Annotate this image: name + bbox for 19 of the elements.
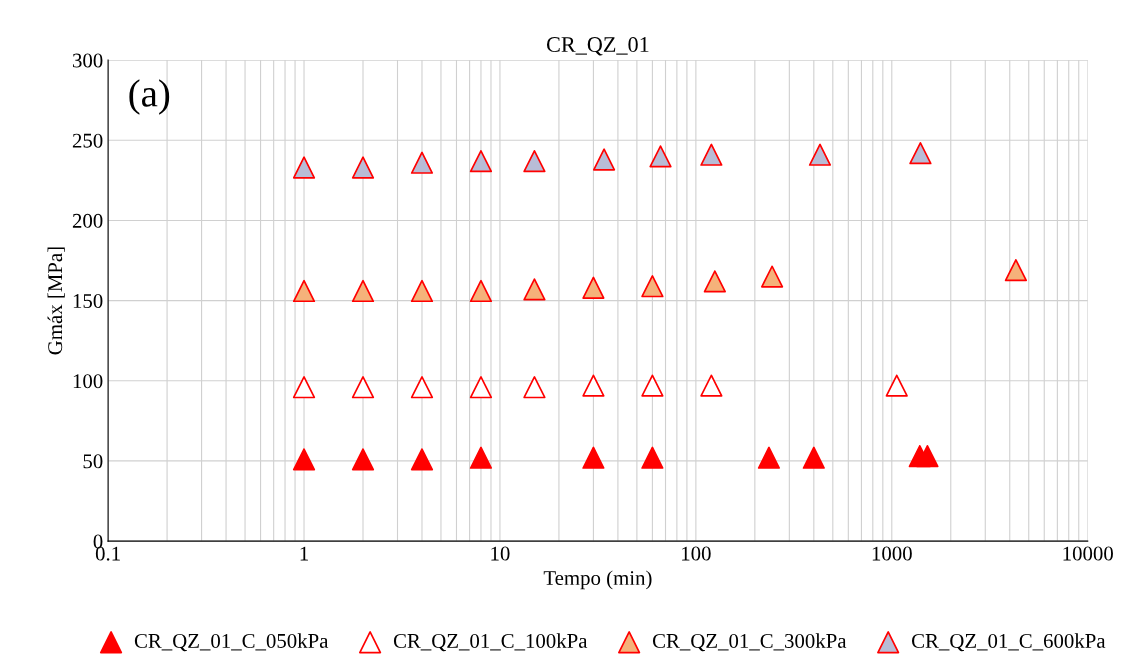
y-tick-label: 300 bbox=[72, 53, 103, 68]
legend-label: CR_QZ_01_C_600kPa bbox=[911, 633, 1106, 652]
y-tick-label: 50 bbox=[83, 454, 103, 469]
y-axis-title: Gmáx [MPa] bbox=[47, 247, 65, 355]
y-tick-label: 150 bbox=[73, 293, 103, 309]
y-tick-label: 100 bbox=[73, 374, 103, 389]
legend-label: CR_QZ_01_C_100kPa bbox=[393, 633, 588, 652]
x-tick-label: 1 bbox=[300, 546, 308, 561]
x-tick-label: 100 bbox=[682, 546, 711, 561]
x-tick-label: 10 bbox=[491, 546, 510, 561]
y-tick-label: 200 bbox=[72, 213, 103, 228]
chart-title: CR_QZ_01 bbox=[546, 37, 649, 56]
x-axis-title: Tempo (min) bbox=[543, 570, 652, 590]
x-tick-label: 10000 bbox=[1063, 546, 1113, 561]
x-tick-label: 1000 bbox=[872, 546, 912, 561]
legend-label: CR_QZ_01_C_050kPa bbox=[134, 633, 329, 652]
y-tick-label: 250 bbox=[72, 133, 103, 148]
annotation: (a) bbox=[129, 79, 170, 115]
legend-label: CR_QZ_01_C_300kPa bbox=[652, 633, 847, 652]
